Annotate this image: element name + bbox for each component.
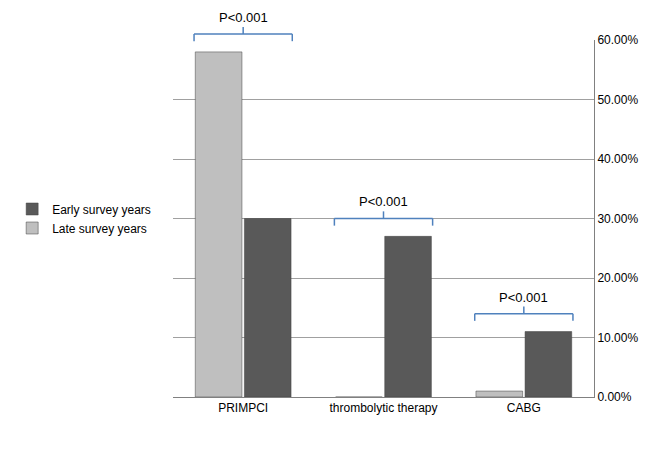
svg-text:thrombolytic therapy: thrombolytic therapy	[329, 401, 437, 415]
svg-text:0.00%: 0.00%	[597, 390, 631, 404]
svg-text:50.00%: 50.00%	[597, 93, 638, 107]
svg-text:PRIMPCI: PRIMPCI	[218, 401, 268, 415]
svg-text:10.00%: 10.00%	[597, 331, 638, 345]
svg-text:20.00%: 20.00%	[597, 271, 638, 285]
svg-text:P<0.001: P<0.001	[359, 194, 408, 209]
svg-text:30.00%: 30.00%	[597, 212, 638, 226]
svg-text:P<0.001: P<0.001	[219, 10, 268, 25]
svg-text:Late survey years: Late survey years	[52, 222, 147, 236]
svg-text:Early survey years: Early survey years	[52, 203, 151, 217]
svg-text:P<0.001: P<0.001	[499, 290, 548, 305]
svg-text:40.00%: 40.00%	[597, 152, 638, 166]
svg-text:60.00%: 60.00%	[597, 33, 638, 47]
svg-text:CABG: CABG	[507, 401, 541, 415]
